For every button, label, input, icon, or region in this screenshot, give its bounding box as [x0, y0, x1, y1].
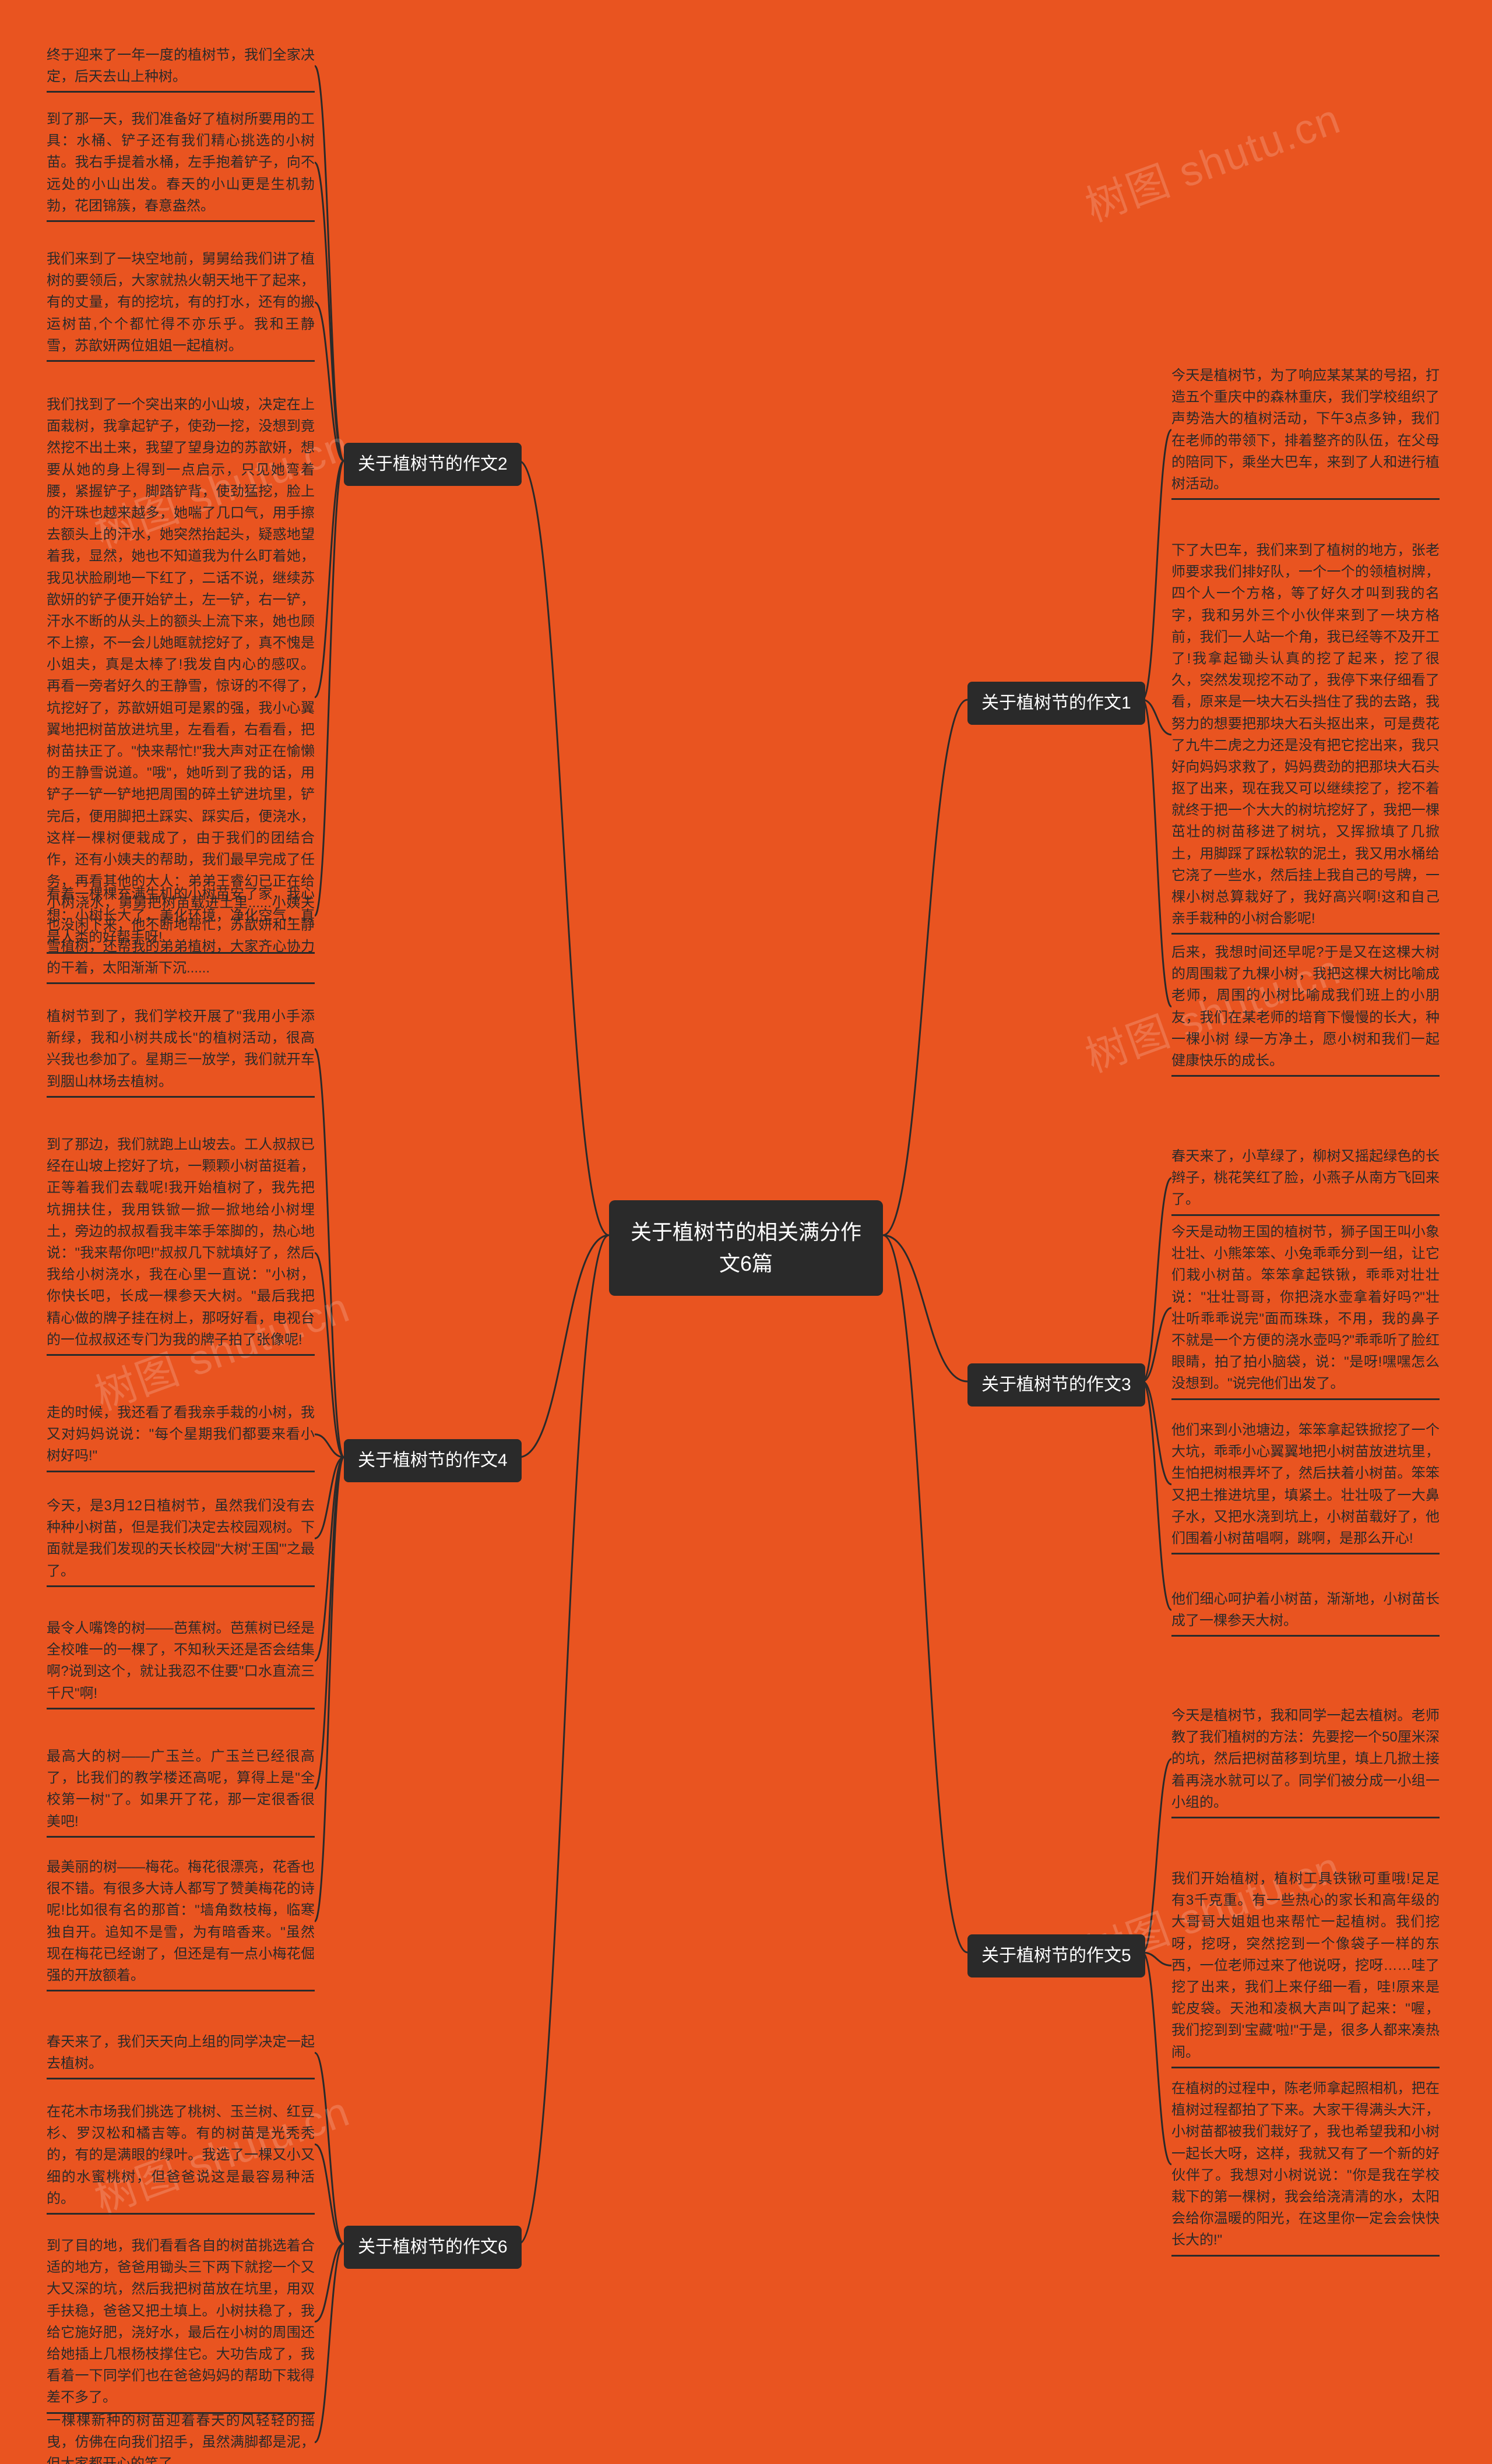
leaf-node: 在花木市场我们挑选了桃树、玉兰树、红豆杉、罗汉松和橘吉等。有的树苗是光秃秃的，有…: [47, 2098, 315, 2215]
leaf-node: 看着一棵棵充满生机的小树苗安了家，我心想：小树长大了，美化环境，净化空气，真是人…: [47, 880, 315, 954]
leaf-node: 走的时候，我还看了看我亲手栽的小树，我又对妈妈说说："每个星期我们都要来看小树好…: [47, 1398, 315, 1472]
root-node: 关于植树节的相关满分作文6篇: [609, 1200, 883, 1296]
branch-node: 关于植树节的作文2: [344, 443, 522, 486]
leaf-node: 后来，我想时间还早呢?于是又在这棵大树的周围栽了九棵小树，我把这棵大树比喻成老师…: [1171, 938, 1440, 1077]
branch-node: 关于植树节的作文6: [344, 2226, 522, 2269]
leaf-node: 他们来到小池塘边，笨笨拿起铁掀挖了一个大坑，乖乖小心翼翼地把小树苗放进坑里，生怕…: [1171, 1416, 1440, 1554]
leaf-node: 到了目的地，我们看看各自的树苗挑选着合适的地方，爸爸用锄头三下两下就挖一个又大又…: [47, 2232, 315, 2414]
leaf-node: 到了那一天，我们准备好了植树所要用的工具：水桶、铲子还有我们精心挑选的小树苗。我…: [47, 105, 315, 222]
leaf-node: 今天是植树节，为了响应某某某的号招，打造五个重庆中的森林重庆，我们学校组织了声势…: [1171, 361, 1440, 500]
branch-node: 关于植树节的作文3: [967, 1363, 1145, 1407]
leaf-node: 春天来了，小草绿了，柳树又摇起绿色的长辫子，桃花笑红了脸，小燕子从南方飞回来了。: [1171, 1142, 1440, 1216]
leaf-node: 今天，是3月12日植树节，虽然我们没有去种种小树苗，但是我们决定去校园观树。下面…: [47, 1492, 315, 1587]
leaf-node: 他们细心呵护着小树苗，渐渐地，小树苗长成了一棵参天大树。: [1171, 1585, 1440, 1637]
leaf-node: 一棵棵新种的树苗迎着春天的风轻轻的摇曳，仿佛在向我们招手，虽然满脚都是泥，但大家…: [47, 2406, 315, 2464]
leaf-node: 我们开始植树，植树工具铁锹可重哦!足足有3千克重。有一些热心的家长和高年级的大哥…: [1171, 1864, 1440, 2068]
leaf-node: 终于迎来了一年一度的植树节，我们全家决定，后天去山上种树。: [47, 41, 315, 93]
branch-node: 关于植树节的作文4: [344, 1439, 522, 1482]
leaf-node: 春天来了，我们天天向上组的同学决定一起去植树。: [47, 2028, 315, 2079]
watermark: 树图 shutu.cn: [1076, 84, 1347, 233]
branch-node: 关于植树节的作文1: [967, 682, 1145, 725]
leaf-node: 植树节到了，我们学校开展了"我用小手添新绿，我和小树共成长"的植树活动，很高兴我…: [47, 1002, 315, 1098]
leaf-node: 今天是动物王国的植树节，狮子国王叫小象壮壮、小熊笨笨、小兔乖乖分到一组，让它们栽…: [1171, 1218, 1440, 1400]
leaf-node: 最高大的树——广玉兰。广玉兰已经很高了，比我们的教学楼还高呢，算得上是"全校第一…: [47, 1742, 315, 1838]
leaf-node: 到了那边，我们就跑上山坡去。工人叔叔已经在山坡上挖好了坑，一颗颗小树苗挺着，正等…: [47, 1130, 315, 1356]
leaf-node: 下了大巴车，我们来到了植树的地方，张老师要求我们排好队，一个一个的领植树牌，四个…: [1171, 536, 1440, 935]
mindmap-canvas: 关于植树节的相关满分作文6篇 树图 shutu.cn树图 shutu.cn树图 …: [0, 0, 1492, 2464]
leaf-node: 在植树的过程中，陈老师拿起照相机，把在植树过程都拍了下来。大家干得满头大汗，小树…: [1171, 2074, 1440, 2257]
leaf-node: 最令人嘴馋的树——芭蕉树。芭蕉树已经是全校唯一的一棵了，不知秋天还是否会结集啊?…: [47, 1614, 315, 1709]
branch-node: 关于植树节的作文5: [967, 1934, 1145, 1977]
leaf-node: 我们来到了一块空地前，舅舅给我们讲了植树的要领后，大家就热火朝天地干了起来，有的…: [47, 245, 315, 362]
leaf-node: 今天是植树节，我和同学一起去植树。老师教了我们植树的方法：先要挖一个50厘米深的…: [1171, 1701, 1440, 1818]
leaf-node: 最美丽的树——梅花。梅花很漂亮，花香也很不错。有很多大诗人都写了赞美梅花的诗呢!…: [47, 1853, 315, 1991]
